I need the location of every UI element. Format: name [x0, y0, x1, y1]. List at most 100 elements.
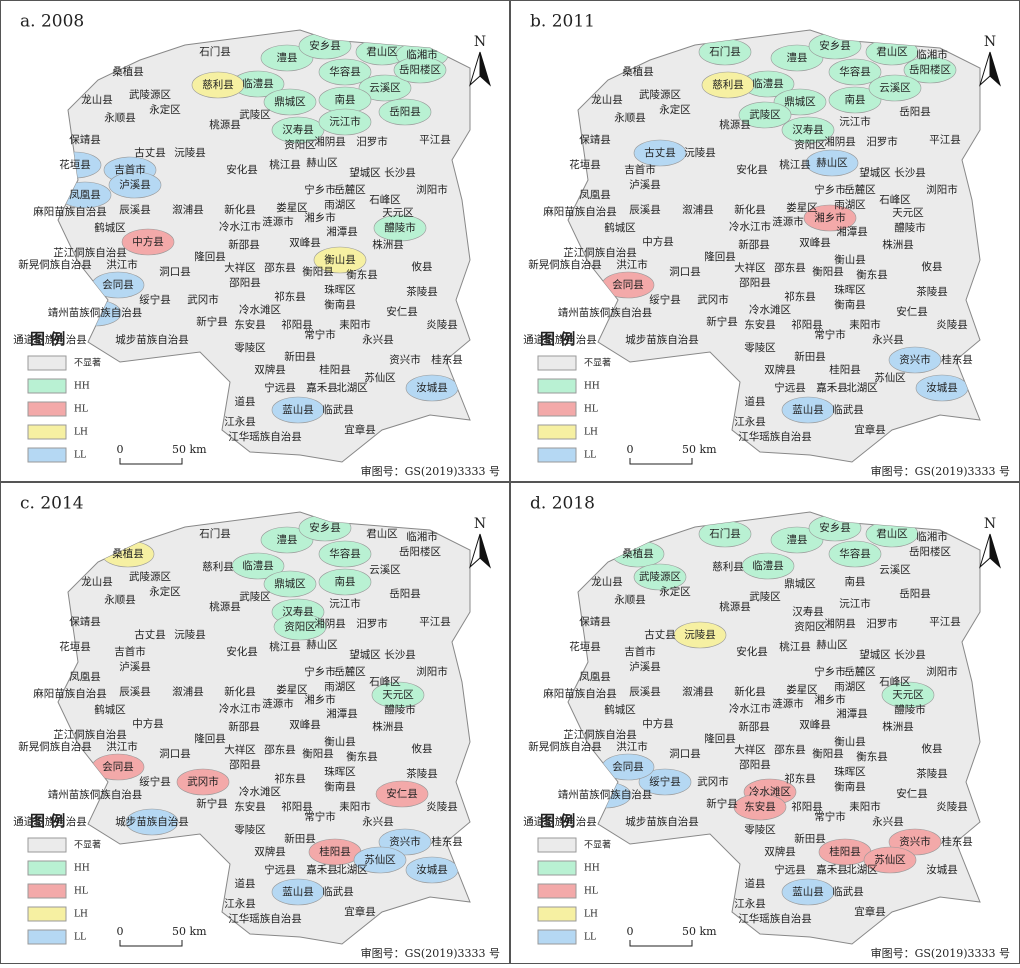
county-label: 宜章县 — [344, 423, 376, 436]
county-label: 绥宁县 — [649, 293, 681, 306]
county-label: 岳阳楼区 — [909, 545, 951, 558]
county-label: 炎陵县 — [426, 801, 458, 813]
legend-label: HL — [74, 405, 88, 415]
county-label: 沅江市 — [839, 597, 871, 610]
county-label: 新宁县 — [196, 797, 228, 810]
scale-label: 50 km — [682, 443, 717, 456]
county-label: 龙山县 — [591, 575, 623, 588]
county-label: 临澧县 — [242, 77, 274, 90]
legend-swatch — [28, 379, 66, 393]
approval-number: 审图号：GS(2019)3333 号 — [361, 946, 500, 960]
county-label: 华容县 — [839, 65, 871, 78]
north-label: N — [474, 34, 486, 50]
legend-label: LL — [74, 451, 86, 461]
county-label: 龙山县 — [591, 93, 623, 106]
county-label: 永兴县 — [362, 815, 394, 828]
county-label: 新化县 — [734, 203, 766, 216]
county-label: 桃江县 — [779, 158, 811, 171]
county-label: 辰溪县 — [119, 686, 151, 698]
county-label: 祁东县 — [784, 290, 816, 303]
county-label: 靖州苗族侗族自治县 — [558, 306, 653, 319]
county-label: 武陵源区 — [129, 88, 171, 101]
county-label: 衡东县 — [346, 268, 378, 281]
county-label: 望城区 — [859, 166, 891, 179]
county-label: 桑植县 — [112, 547, 144, 560]
county-label: 珠晖区 — [834, 765, 866, 778]
county-label: 冷水江市 — [729, 702, 771, 715]
county-label: 冷水江市 — [729, 220, 771, 233]
county-label: 城步苗族自治县 — [115, 815, 189, 828]
legend-label: HH — [584, 864, 600, 874]
county-label: 衡阳县 — [302, 266, 334, 278]
legend-label: HL — [584, 887, 598, 897]
county-label: 岳阳县 — [389, 106, 421, 118]
map-panel: 石门县澧县安乡县君山区临湘市桑植县华容县岳阳楼区慈利县临澧县龙山县武陵源区南县云… — [1, 483, 510, 964]
county-label: 汨罗市 — [866, 617, 898, 630]
county-label: 安仁县 — [386, 305, 418, 318]
county-label: 古丈县 — [644, 146, 676, 159]
approval-number: 审图号：GS(2019)3333 号 — [871, 946, 1010, 960]
county-label: 城步苗族自治县 — [625, 333, 699, 346]
county-label: 新晃侗族自治县 — [18, 740, 92, 753]
county-label: 武陵区 — [239, 108, 271, 121]
legend-swatch — [538, 379, 576, 393]
county-label: 雨湖区 — [324, 681, 356, 693]
county-label: 茶陵县 — [406, 767, 438, 780]
county-label: 江华瑶族自治县 — [738, 912, 812, 925]
county-label: 石峰区 — [879, 194, 911, 206]
county-label: 花垣县 — [569, 640, 601, 653]
county-label: 双牌县 — [764, 363, 796, 376]
county-label: 浏阳市 — [926, 665, 958, 678]
county-label: 保靖县 — [579, 133, 611, 146]
county-label: 常宁市 — [814, 328, 846, 341]
county-label: 南县 — [335, 93, 356, 106]
county-label: 耒阳市 — [339, 318, 371, 331]
county-label: 宜章县 — [854, 423, 886, 436]
county-label: 道县 — [235, 395, 256, 408]
county-label: 云溪区 — [369, 82, 401, 94]
county-label: 新晃侗族自治县 — [528, 740, 602, 753]
county-label: 常宁市 — [304, 328, 336, 341]
county-label: 茶陵县 — [916, 767, 948, 780]
county-label: 大祥区 — [224, 261, 256, 274]
legend-swatch — [28, 448, 66, 462]
county-label: 洞口县 — [669, 748, 701, 760]
county-label: 北湖区 — [846, 382, 878, 394]
county-label: 衡山县 — [324, 254, 356, 266]
county-label: 冷水江市 — [219, 220, 261, 233]
county-label: 沅陵县 — [684, 146, 716, 159]
county-label: 靖州苗族侗族自治县 — [48, 788, 143, 801]
county-label: 望城区 — [859, 648, 891, 661]
county-label: 宁乡市 — [814, 183, 846, 196]
county-label: 苏仙区 — [364, 371, 396, 384]
legend-swatch — [538, 907, 576, 921]
county-label: 君山区 — [876, 46, 908, 58]
county-label: 桃江县 — [779, 640, 811, 653]
county-label: 攸县 — [412, 260, 433, 273]
county-label: 古丈县 — [134, 146, 166, 159]
county-label: 岳阳县 — [899, 106, 931, 118]
county-label: 株洲县 — [372, 238, 404, 251]
county-label: 醴陵市 — [894, 703, 926, 716]
county-label: 桂东县 — [431, 835, 463, 848]
county-label: 辰溪县 — [119, 204, 151, 216]
county-label: 桑植县 — [112, 65, 144, 78]
county-label: 天元区 — [382, 207, 414, 219]
county-label: 新田县 — [284, 350, 316, 363]
legend-swatch — [28, 907, 66, 921]
county-label: 沅江市 — [329, 115, 361, 128]
county-label: 永顺县 — [614, 593, 646, 606]
county-label: 炎陵县 — [426, 319, 458, 331]
county-label: 临澧县 — [752, 77, 784, 90]
county-label: 醴陵市 — [384, 703, 416, 716]
county-label: 吉首市 — [114, 645, 146, 658]
county-label: 鼎城区 — [274, 578, 306, 590]
county-label: 洞口县 — [159, 748, 191, 760]
legend-label: 不显著 — [74, 839, 101, 851]
county-label: 湘阴县 — [824, 135, 856, 148]
county-label: 永兴县 — [872, 815, 904, 828]
county-label: 岳阳楼区 — [399, 545, 441, 558]
county-label: 临澧县 — [242, 559, 274, 572]
legend-swatch — [28, 425, 66, 439]
county-label: 望城区 — [349, 648, 381, 661]
